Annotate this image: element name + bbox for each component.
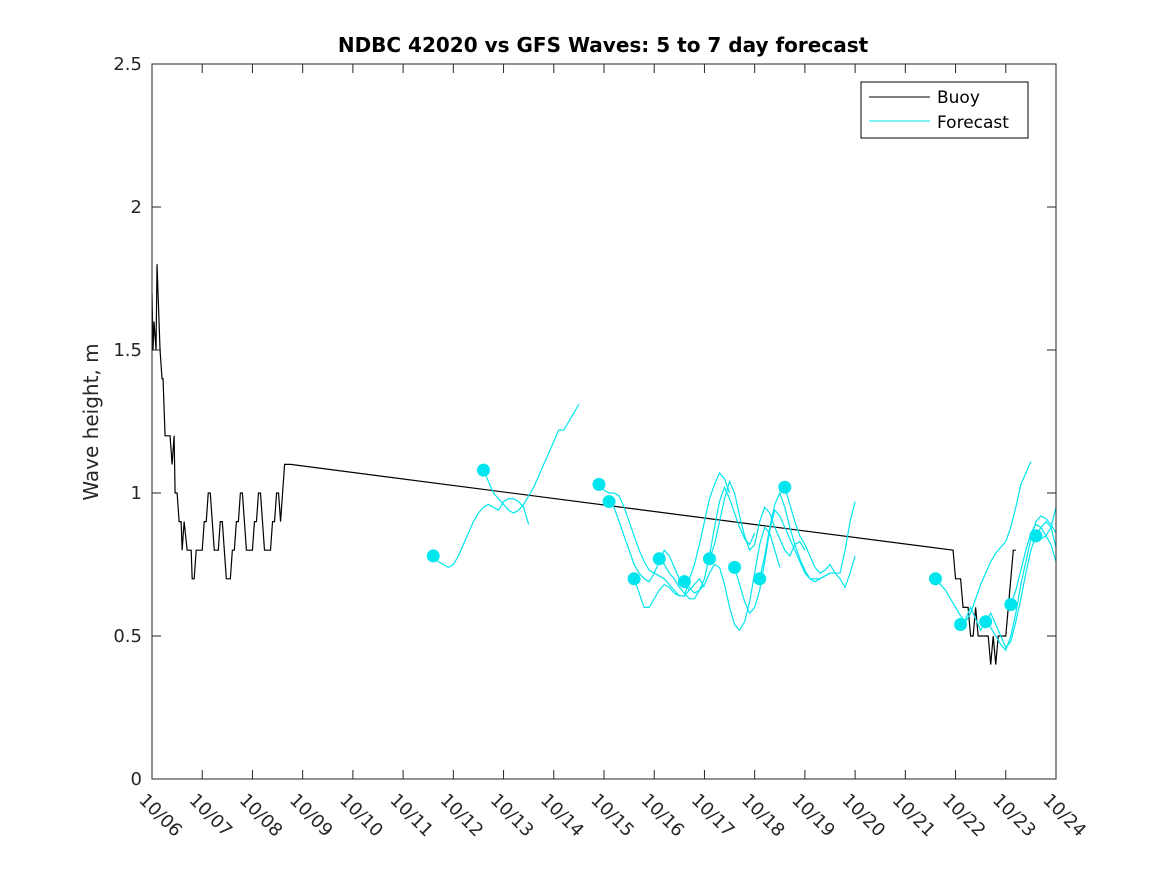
forecast-start-point xyxy=(954,618,968,632)
forecast-start-point xyxy=(778,480,792,494)
legend: Buoy Forecast xyxy=(860,81,1029,139)
forecast-line-10 xyxy=(759,491,856,583)
forecast-line-7 xyxy=(683,526,781,632)
forecast-start-point xyxy=(677,575,691,589)
forecast-line-14 xyxy=(985,515,1056,652)
legend-forecast-label: Forecast xyxy=(937,113,1009,133)
chart-title: NDBC 42020 vs GFS Waves: 5 to 7 day fore… xyxy=(338,33,869,57)
plot-area xyxy=(152,264,1056,665)
forecast-start-point xyxy=(476,463,490,477)
y-tick-label: 0.5 xyxy=(113,626,142,647)
forecast-line-1 xyxy=(432,498,530,569)
y-tick-label: 1 xyxy=(131,483,142,504)
forecast-line-2 xyxy=(482,404,580,514)
legend-box xyxy=(860,81,1029,139)
forecast-start-point xyxy=(702,552,716,566)
forecast-start-point xyxy=(928,572,942,586)
forecast-start-point xyxy=(728,560,742,574)
forecast-line-12 xyxy=(935,461,1032,623)
forecast-start-point xyxy=(602,495,616,509)
forecast-line-4 xyxy=(608,501,705,592)
forecast-start-point xyxy=(1004,598,1018,612)
forecast-start-point xyxy=(1029,529,1043,543)
y-tick-label: 0 xyxy=(131,769,142,790)
forecast-line-11 xyxy=(784,487,856,589)
forecast-start-point xyxy=(979,615,993,629)
plot-series xyxy=(152,264,1056,665)
y-tick-label: 1.5 xyxy=(113,340,142,361)
forecast-start-point xyxy=(753,572,767,586)
legend-buoy-label: Buoy xyxy=(937,88,980,108)
forecast-line-9 xyxy=(734,508,831,615)
forecast-start-point xyxy=(592,477,606,491)
forecast-line-5 xyxy=(633,471,731,608)
forecast-line-6 xyxy=(658,485,756,600)
y-tick-label: 2.5 xyxy=(113,54,142,75)
buoy-series-line xyxy=(152,264,1016,665)
forecast-start-point xyxy=(652,552,666,566)
y-tick-label: 2 xyxy=(131,197,142,218)
forecast-start-point xyxy=(426,549,440,563)
forecast-line-15 xyxy=(1010,523,1056,605)
forecast-start-point xyxy=(627,572,641,586)
forecast-line-8 xyxy=(708,479,806,559)
y-axis-label: Wave height, m xyxy=(79,343,103,500)
